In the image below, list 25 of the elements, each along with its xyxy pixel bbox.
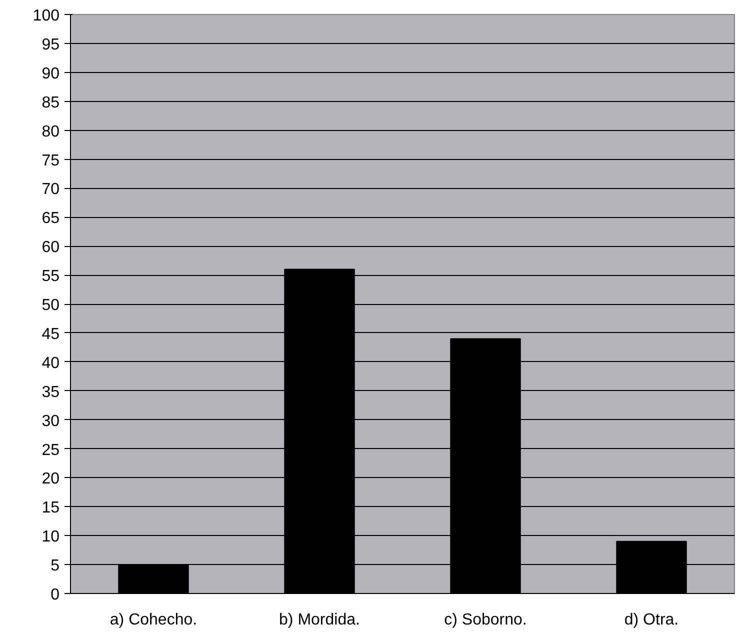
y-tick-label: 25	[42, 442, 60, 459]
y-tick-label: 20	[42, 470, 60, 488]
y-tick-label: 85	[42, 94, 60, 112]
y-tick-label: 80	[42, 123, 60, 140]
y-tick-label: 5	[50, 558, 60, 575]
x-tick-label: b) Mordida.	[279, 612, 360, 628]
y-tick-label: 15	[42, 500, 60, 517]
x-tick-label: c) Soborno.	[444, 612, 527, 628]
x-tick-label: a) Cohecho.	[110, 612, 198, 628]
y-tick-label: 70	[42, 181, 60, 198]
x-tick-label: d) Otra.	[624, 612, 679, 628]
y-tick-label: 90	[42, 65, 60, 82]
y-tick-label: 60	[42, 239, 60, 256]
y-tick-label: 0	[50, 586, 60, 604]
y-tick-label: 100	[32, 8, 60, 24]
y-tick-label: 75	[42, 152, 60, 170]
y-tick-label: 50	[42, 297, 60, 314]
y-tick-label: 35	[42, 384, 60, 401]
y-tick-label: 10	[42, 528, 60, 546]
y-tick-label: 65	[42, 210, 60, 228]
y-tick-label: 45	[42, 326, 60, 343]
y-tick-label: 30	[42, 412, 60, 430]
y-tick-label: 55	[42, 268, 60, 286]
y-tick-label: 40	[42, 354, 60, 372]
y-tick-label: 95	[42, 36, 60, 54]
